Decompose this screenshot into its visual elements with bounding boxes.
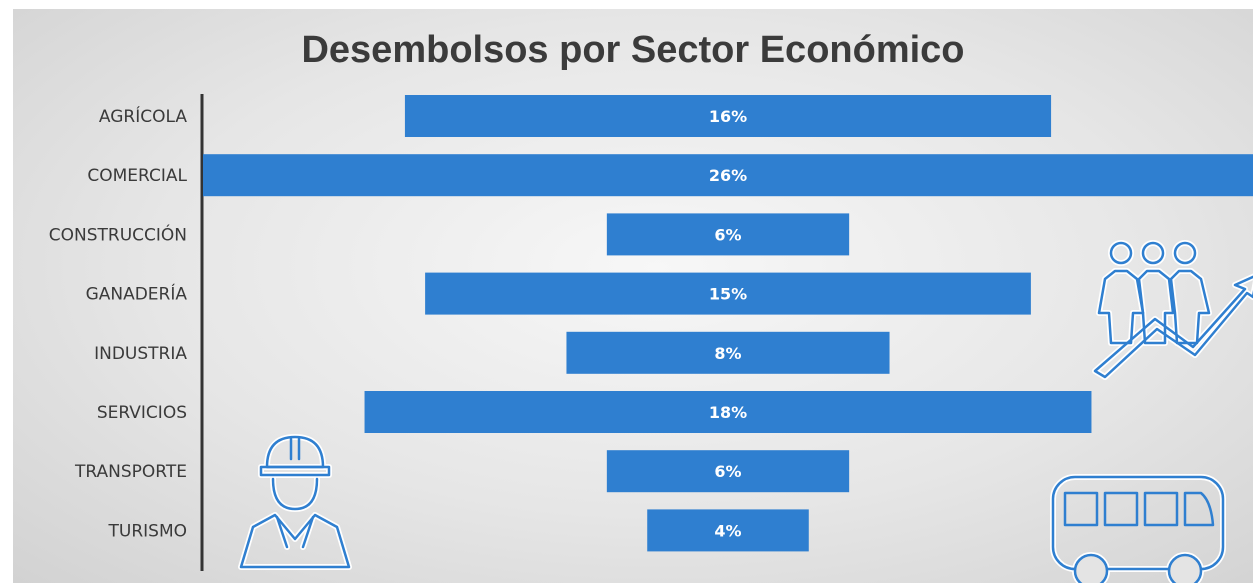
category-label: GANADERÍA (86, 283, 188, 305)
category-label: INDUSTRIA (94, 344, 187, 364)
category-label: TRANSPORTE (74, 462, 187, 482)
bar (364, 391, 1092, 433)
bar-value-label: 4% (714, 521, 741, 540)
bar (606, 213, 850, 256)
bar-value-label: 15% (709, 285, 747, 304)
bar-value-label: 6% (714, 462, 741, 481)
bar (606, 450, 850, 493)
construction-worker-icon (238, 434, 352, 570)
bar (404, 95, 1052, 137)
bar-value-label: 18% (709, 403, 747, 422)
people-growth-icon (1092, 240, 1253, 380)
bar (647, 509, 809, 552)
category-label: SERVICIOS (97, 403, 187, 423)
bar (203, 154, 1253, 197)
category-label: TURISMO (108, 521, 188, 541)
chart-title: Desembolsos por Sector Económico (301, 29, 965, 71)
category-label: AGRÍCOLA (99, 105, 187, 127)
bar-value-label: 16% (709, 107, 747, 126)
bar (425, 272, 1031, 315)
bar (566, 331, 890, 374)
chart-area: Desembolsos por Sector Económico AGRÍCOL… (13, 9, 1253, 583)
bar-value-label: 8% (714, 344, 741, 363)
category-label: CONSTRUCCIÓN (49, 223, 187, 245)
bar-chart: AGRÍCOLA 16% COMERCIAL 26% CONSTRUCCIÓN 6% GAN… (49, 94, 1253, 583)
category-label: COMERCIAL (87, 166, 187, 186)
bar-value-label: 6% (714, 225, 741, 244)
bus-icon (1050, 474, 1226, 583)
bar-value-label: 26% (709, 166, 747, 185)
